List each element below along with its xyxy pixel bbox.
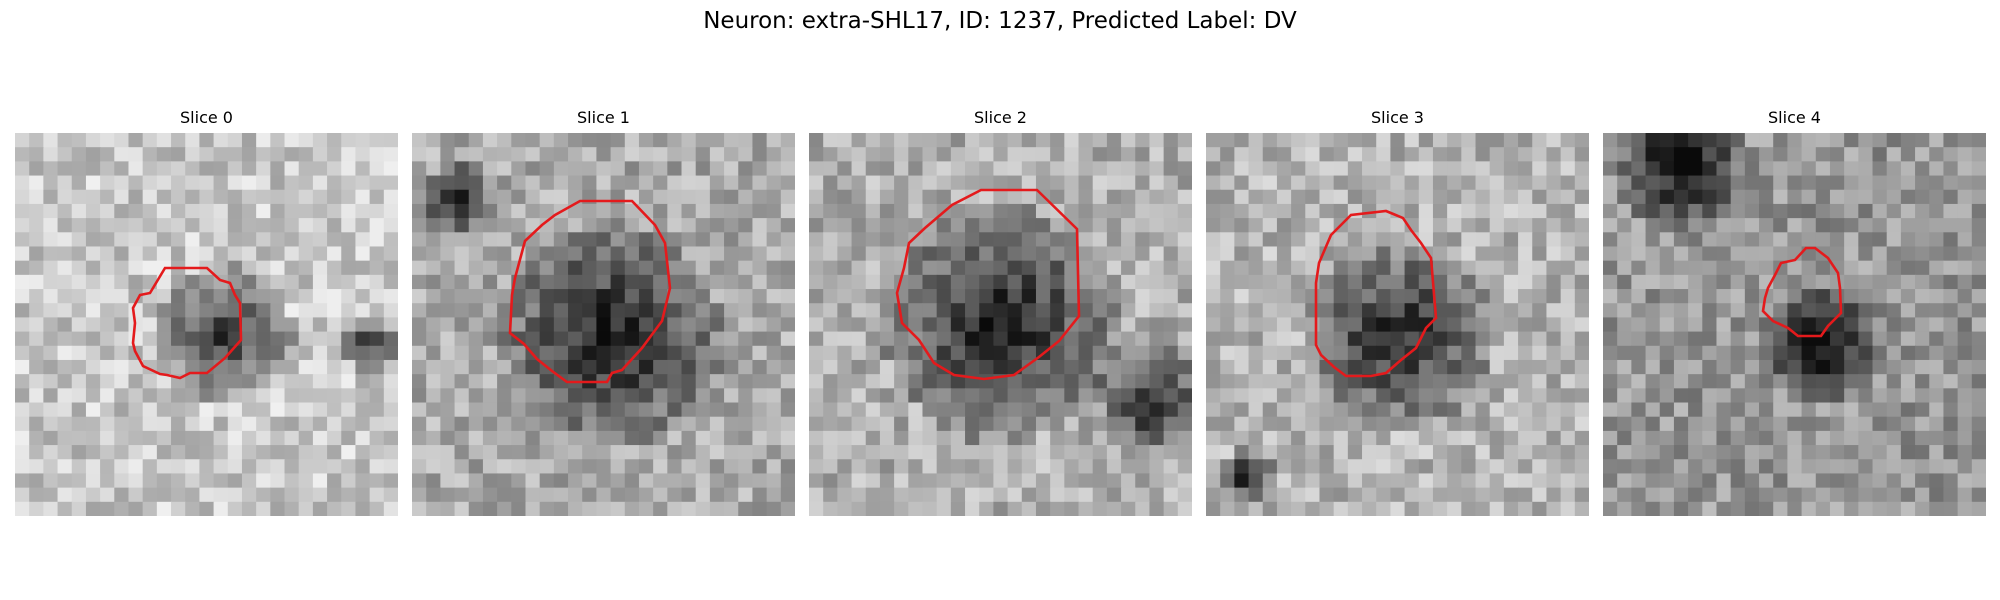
- roi-outline: [131, 266, 243, 380]
- roi-outline: [508, 199, 672, 384]
- slice-title: Slice 3: [1371, 108, 1424, 127]
- slice-panel-1: Slice 1: [412, 108, 795, 518]
- slice-image-3: [1206, 133, 1589, 516]
- slice-image-0: [15, 133, 398, 516]
- slice-title: Slice 0: [180, 108, 233, 127]
- slice-panel-0: Slice 0: [15, 108, 398, 518]
- slice-image-2: [809, 133, 1192, 516]
- slice-title: Slice 4: [1768, 108, 1821, 127]
- slice-panel-3: Slice 3: [1206, 108, 1589, 518]
- slice-image-1: [412, 133, 795, 516]
- roi-outline: [895, 188, 1081, 381]
- figure-title: Neuron: extra-SHL17, ID: 1237, Predicted…: [703, 8, 1297, 34]
- roi-outline: [1761, 246, 1843, 338]
- slice-image-4: [1603, 133, 1986, 516]
- roi-outline: [1314, 209, 1438, 378]
- slice-title: Slice 2: [974, 108, 1027, 127]
- slice-panel-2: Slice 2: [809, 108, 1192, 518]
- slice-title: Slice 1: [577, 108, 630, 127]
- slice-panel-4: Slice 4: [1603, 108, 1986, 518]
